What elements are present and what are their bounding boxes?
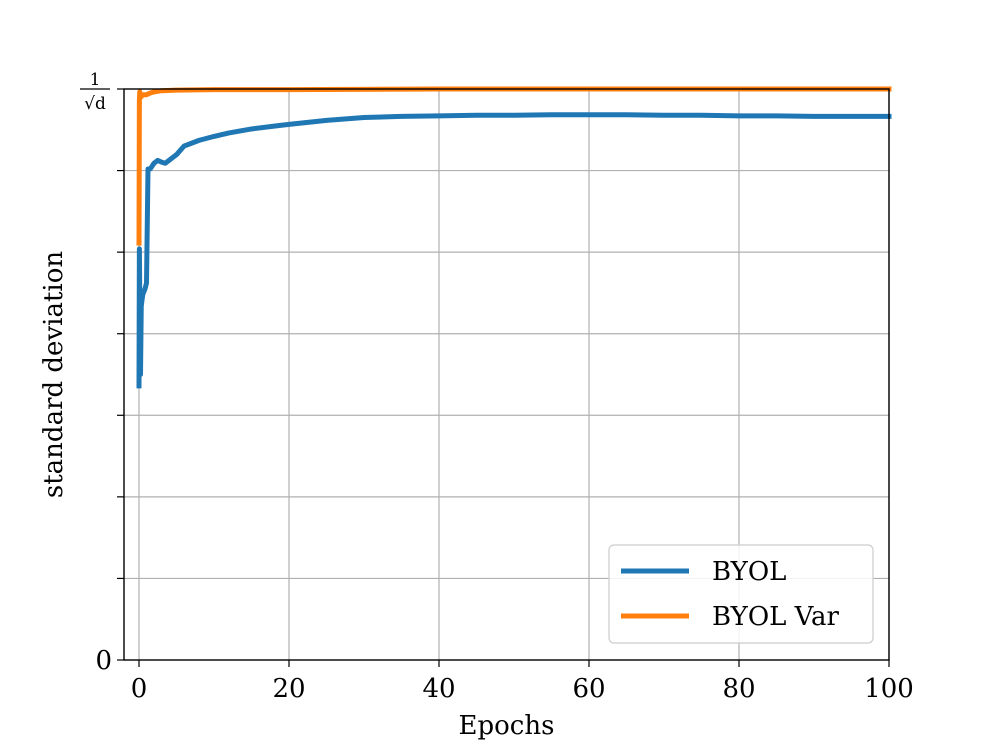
y-tick-label-fraction: 1 √d [80, 70, 110, 114]
y-tick-label-denominator: √d [84, 94, 106, 114]
series-line-byol [136, 112, 892, 389]
y-tick-label: 0 [95, 646, 112, 676]
x-tick-label: 40 [422, 674, 455, 704]
legend: BYOL BYOL Var [608, 544, 874, 644]
x-tick-label: 60 [572, 674, 605, 704]
series-line-byol-var [136, 86, 892, 246]
x-tick-label: 100 [864, 674, 914, 704]
x-tick-label: 20 [272, 674, 305, 704]
legend-label-byol-var: BYOL Var [712, 602, 840, 632]
x-axis-label: Epochs [459, 711, 555, 741]
legend-label-byol: BYOL [712, 557, 786, 587]
y-tick-label-numerator: 1 [90, 70, 101, 90]
x-tick-label: 80 [722, 674, 755, 704]
x-tick-label: 0 [131, 674, 148, 704]
axis-ticks: 0 20 40 60 80 100 0 1 √d [80, 70, 914, 704]
series-lines [136, 86, 892, 389]
plot-frame [123, 88, 890, 661]
y-axis-label: standard deviation [39, 251, 69, 498]
